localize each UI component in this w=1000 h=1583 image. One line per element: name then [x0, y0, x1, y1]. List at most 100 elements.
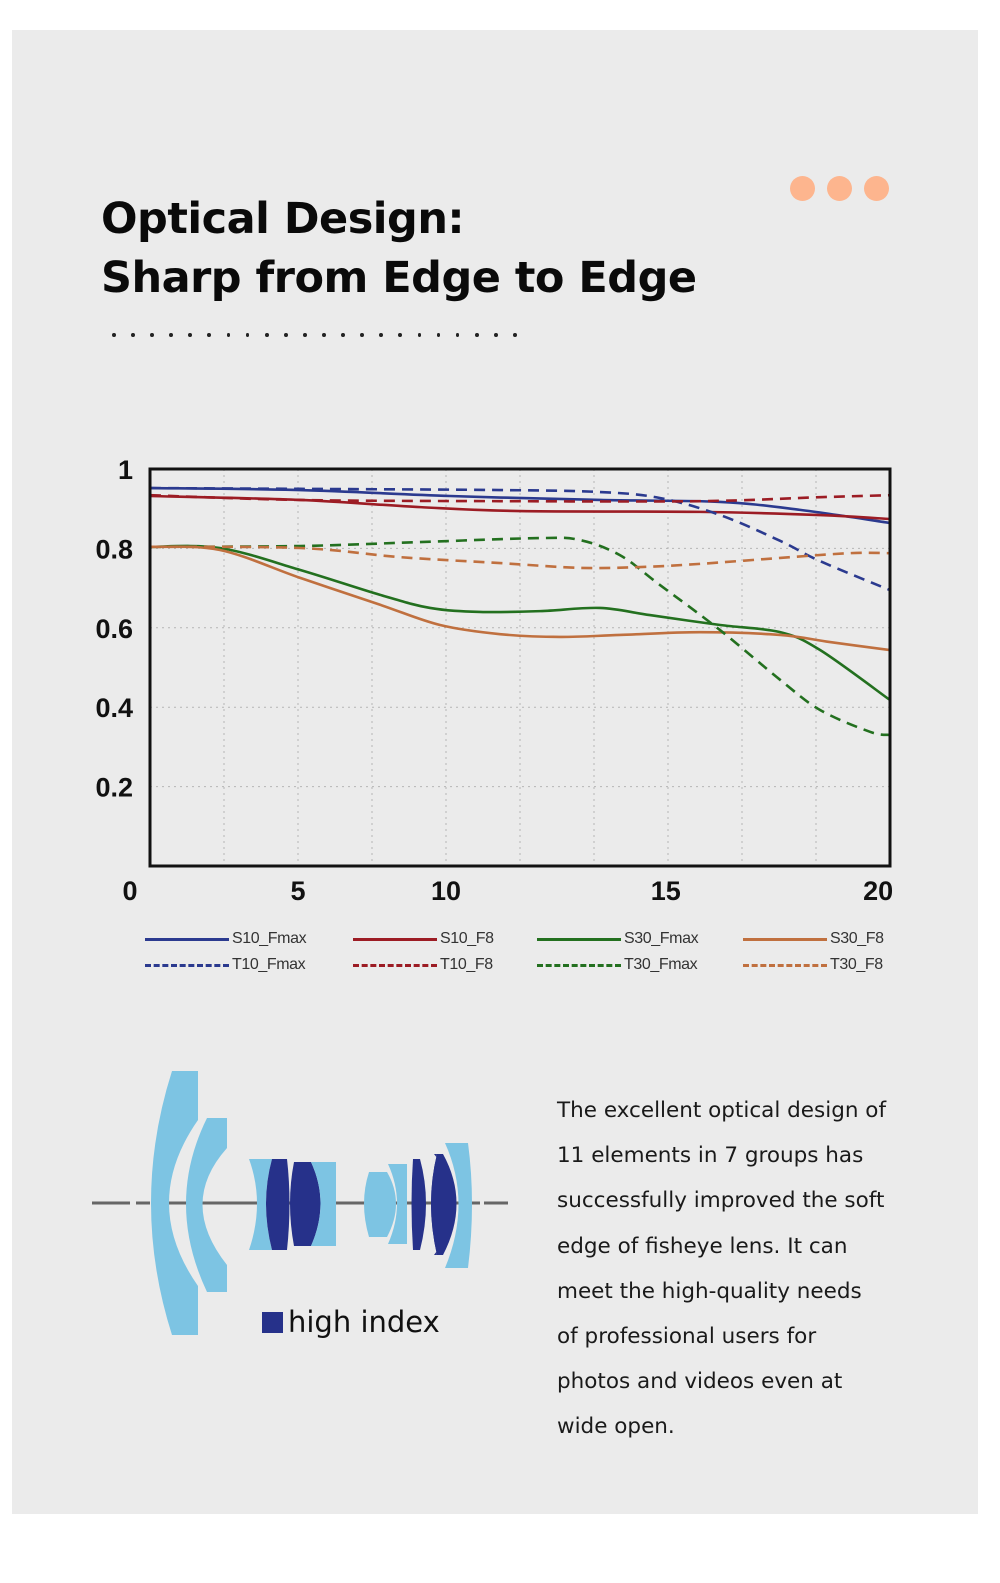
legend-item-s30-f8: S30_F8: [743, 928, 884, 950]
x-tick-label: 5: [290, 876, 305, 906]
lens-diagram: [92, 1071, 508, 1335]
y-tick-label: 0.2: [95, 773, 133, 803]
series-line-t10-f8: [149, 493, 891, 503]
x-tick-label: 20: [863, 876, 893, 906]
legend-item-t10-fmax: T10_Fmax: [145, 954, 306, 976]
legend-label: S10_F8: [440, 930, 494, 947]
y-tick-label: 0.8: [95, 534, 133, 564]
chart-grid: [150, 469, 890, 866]
legend-row-sagittal: S10_Fmax S10_F8 S30_Fmax S30_F8: [145, 928, 905, 954]
series-line-s30-f8: [149, 545, 891, 652]
divider-dot: [264, 333, 269, 337]
description-line: 11 elements in 7 groups has: [557, 1143, 864, 1169]
lens-element-standard: [388, 1164, 407, 1244]
description-line: successfully improved the soft: [557, 1188, 885, 1214]
title-line-1: Optical Design:: [101, 194, 465, 244]
accent-dot: [827, 176, 852, 201]
lens-element-standard: [151, 1071, 198, 1335]
high-index-legend: high index: [262, 1305, 440, 1339]
divider-dot: [360, 333, 365, 337]
divider-dot: [283, 333, 288, 337]
lens-element-standard: [364, 1172, 396, 1237]
divider-dot: [512, 333, 517, 337]
legend-label: T10_Fmax: [232, 956, 306, 973]
high-index-label: high index: [288, 1305, 440, 1339]
legend-swatch: [537, 963, 621, 967]
x-tick-label: 10: [431, 876, 461, 906]
x-tick-label: 15: [651, 876, 681, 906]
dotted-divider: [112, 330, 532, 340]
legend-swatch: [145, 963, 229, 967]
description-line: The excellent optical design of: [557, 1098, 887, 1123]
divider-dot: [169, 333, 174, 337]
legend-item-t10-f8: T10_F8: [353, 954, 493, 976]
divider-dot: [302, 333, 307, 337]
title-line-2: Sharp from Edge to Edge: [101, 253, 697, 303]
series-line-s30-fmax: [149, 544, 891, 702]
series-line-s10-fmax: [149, 486, 891, 525]
divider-dot: [398, 333, 403, 337]
divider-dot: [322, 333, 326, 337]
description-line: meet the high-quality needs: [557, 1278, 862, 1304]
y-tick-label: 0.6: [95, 614, 133, 644]
divider-dot: [417, 333, 422, 337]
legend-swatch: [353, 937, 437, 941]
legend-swatch: [743, 963, 827, 967]
divider-dot: [341, 333, 345, 337]
legend-item-s30-fmax: S30_Fmax: [537, 928, 699, 950]
description-line: edge of fisheye lens. It can: [557, 1233, 848, 1259]
high-index-swatch: [262, 1311, 283, 1333]
lens-element-high-index: [411, 1159, 426, 1250]
series-line-t10-fmax: [149, 486, 891, 592]
accent-dot: [790, 176, 815, 201]
series-line-t30-f8: [149, 545, 891, 570]
divider-dot: [379, 333, 384, 337]
lens-element-high-index: [431, 1154, 457, 1255]
legend-swatch: [537, 937, 621, 941]
legend-label: S10_Fmax: [232, 930, 307, 947]
plot-frame: [148, 467, 892, 868]
lens-element-standard: [445, 1143, 472, 1268]
y-axis-ticks: 1 0.8 0.6 0.4 0.2: [95, 455, 133, 803]
x-axis-ticks: 0 5 10 15 20: [123, 876, 894, 906]
legend-item-s10-fmax: S10_Fmax: [145, 928, 307, 950]
description-text: The excellent optical design of 11 elemen…: [557, 1088, 917, 1450]
y-tick-label: 0.4: [95, 693, 133, 723]
legend-swatch: [353, 963, 437, 967]
mtf-chart: 1 0.8 0.6 0.4 0.2 0 5 10 15 20: [95, 455, 894, 906]
accent-dot: [864, 176, 889, 201]
divider-dot: [226, 333, 231, 337]
legend-item-s10-f8: S10_F8: [353, 928, 494, 950]
accent-dots: [790, 176, 889, 201]
lens-element-high-index: [290, 1162, 321, 1246]
legend-item-t30-f8: T30_F8: [743, 954, 883, 976]
divider-dot: [474, 333, 479, 337]
legend-swatch: [145, 937, 229, 941]
legend-label: T10_F8: [440, 956, 493, 973]
divider-dot: [188, 333, 193, 337]
divider-dot: [207, 333, 212, 337]
chart-legend: S10_Fmax S10_F8 S30_Fmax S30_F8 T10_Fmax T10…: [145, 928, 905, 980]
description-line: photos and videos even at: [557, 1369, 843, 1395]
legend-row-tangential: T10_Fmax T10_F8 T30_Fmax T30_F8: [145, 954, 905, 980]
y-tick-label: 1: [118, 455, 133, 485]
divider-dot: [150, 333, 154, 337]
lens-element-standard: [249, 1159, 272, 1250]
divider-dot: [436, 333, 441, 337]
lens-element-standard: [186, 1118, 227, 1292]
divider-dot: [455, 333, 460, 337]
page-title: Optical Design: Sharp from Edge to Edge: [101, 190, 697, 308]
divider-dot: [131, 333, 135, 337]
legend-label: S30_F8: [830, 930, 884, 947]
divider-dot: [245, 333, 250, 337]
divider-dot: [112, 333, 116, 337]
description-line: wide open.: [557, 1414, 675, 1440]
chart-series: [149, 486, 891, 737]
lens-element-high-index: [266, 1159, 290, 1250]
legend-label: S30_Fmax: [624, 930, 699, 947]
description-line: of professional users for: [557, 1324, 817, 1350]
legend-label: T30_Fmax: [624, 956, 698, 973]
x-tick-label: 0: [123, 876, 138, 906]
lens-element-standard: [311, 1162, 336, 1246]
series-line-t30-fmax: [149, 536, 891, 737]
